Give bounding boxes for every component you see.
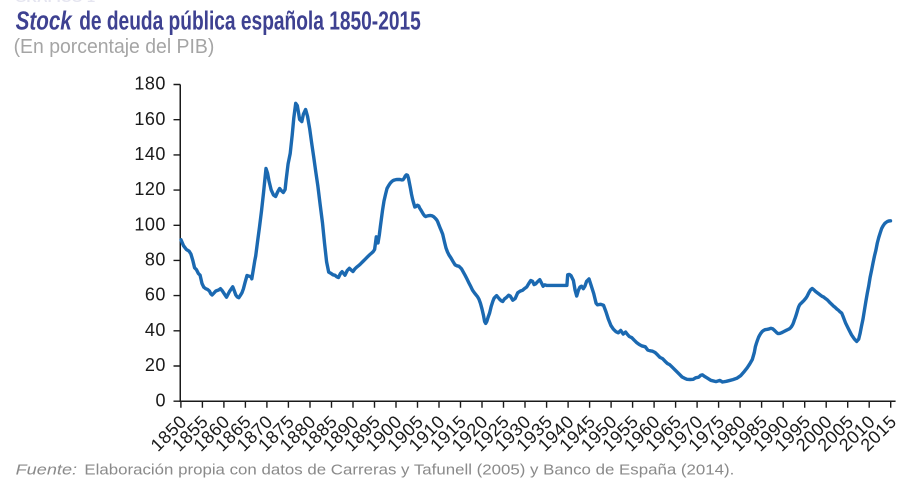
svg-text:0: 0 <box>155 390 166 410</box>
svg-text:80: 80 <box>145 250 166 270</box>
svg-text:(En porcentaje del PIB): (En porcentaje del PIB) <box>14 35 215 58</box>
svg-text:60: 60 <box>145 285 166 305</box>
svg-text:Stock: Stock <box>16 8 74 36</box>
svg-text:120: 120 <box>134 179 166 199</box>
svg-text:Fuente:: Fuente: <box>16 462 78 478</box>
svg-text:160: 160 <box>134 109 166 129</box>
svg-text:180: 180 <box>134 74 166 94</box>
svg-text:de deuda pública española 1850: de deuda pública española 1850-2015 <box>79 8 421 36</box>
svg-text:GRÁFICO 1: GRÁFICO 1 <box>15 0 95 5</box>
svg-text:Elaboración propia con datos d: Elaboración propia con datos de Carreras… <box>84 462 734 478</box>
svg-text:100: 100 <box>134 214 166 234</box>
svg-text:20: 20 <box>145 355 166 375</box>
svg-text:140: 140 <box>134 144 166 164</box>
svg-text:40: 40 <box>145 320 166 340</box>
